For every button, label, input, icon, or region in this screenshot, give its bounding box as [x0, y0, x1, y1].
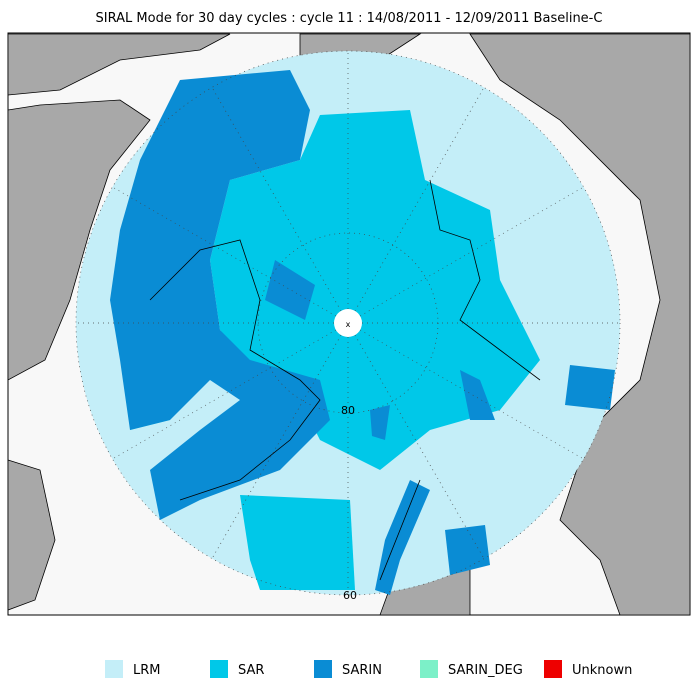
legend-label: SARIN_DEG: [448, 663, 523, 678]
meridian: [354, 87, 485, 312]
sarin-region: [370, 405, 390, 440]
legend-swatch: [105, 660, 123, 678]
sarin-region: [375, 480, 430, 595]
legend: LRM SAR SARIN SARIN_DEG Unknown: [105, 660, 632, 678]
lat-label: 60: [343, 589, 357, 602]
sarin-region: [460, 370, 495, 420]
graticule: [75, 50, 621, 596]
lat-label: 80: [341, 404, 355, 417]
legend-label: SARIN: [342, 663, 382, 678]
sarin-region: [445, 525, 490, 575]
sarin-region: [565, 365, 615, 410]
legend-label: LRM: [133, 663, 161, 678]
pole-gap: [334, 309, 362, 337]
meridian: [359, 329, 584, 460]
sar-region: [240, 495, 355, 590]
legend-swatch: [210, 660, 228, 678]
legend-swatch: [420, 660, 438, 678]
sarin-region: [265, 260, 315, 320]
meridian: [359, 186, 584, 317]
map-title: SIRAL Mode for 30 day cycles : cycle 11 …: [96, 11, 603, 26]
sarin-region: [110, 70, 330, 520]
meridian: [112, 329, 337, 460]
meridian: [211, 87, 342, 312]
legend-swatch: [544, 660, 562, 678]
meridian: [211, 334, 342, 559]
meridian: [112, 186, 337, 317]
meridian: [354, 334, 485, 559]
pole-marker: x: [346, 320, 351, 329]
legend-label: SAR: [238, 663, 264, 678]
legend-label: Unknown: [572, 663, 632, 678]
legend-swatch: [314, 660, 332, 678]
